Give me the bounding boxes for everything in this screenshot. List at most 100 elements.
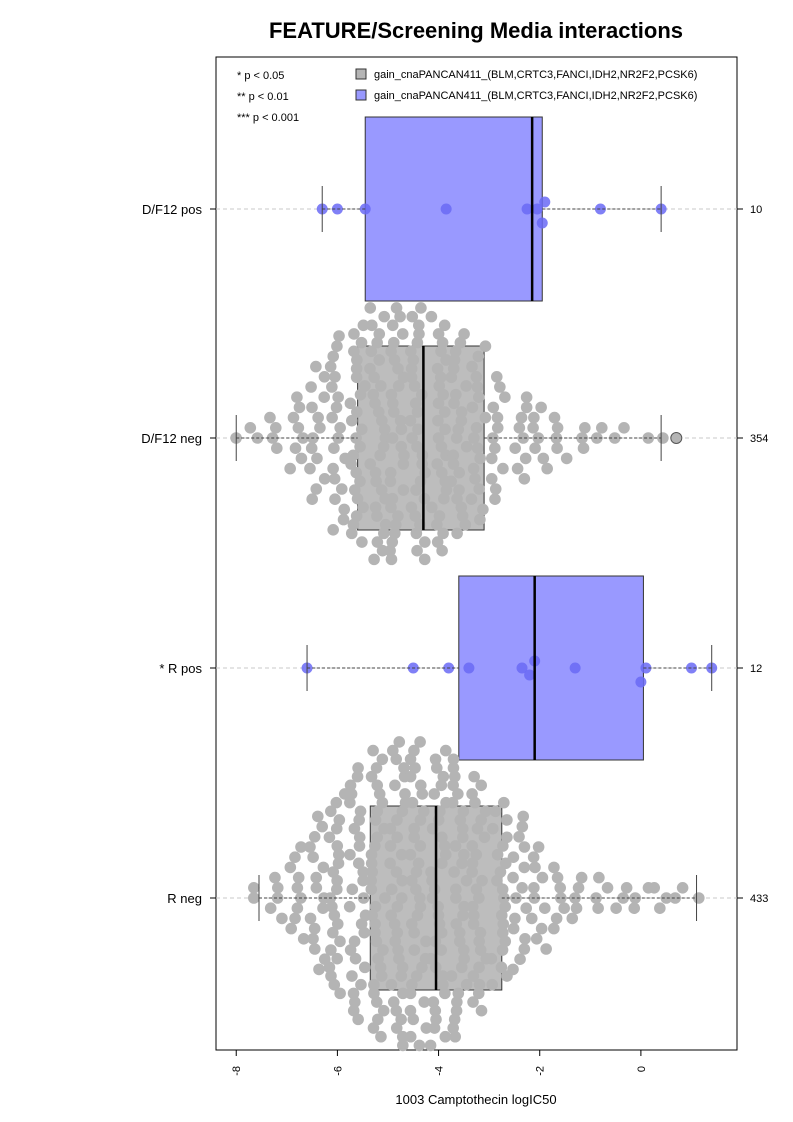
data-point — [364, 458, 377, 470]
data-point — [412, 857, 425, 870]
data-point — [398, 762, 410, 774]
data-point — [353, 840, 366, 852]
data-point — [491, 848, 504, 861]
data-point — [348, 328, 360, 340]
group-count: 10 — [750, 204, 762, 216]
data-point — [453, 935, 466, 948]
data-point — [397, 484, 410, 496]
data-point — [473, 483, 485, 495]
data-point — [439, 744, 452, 757]
data-point — [333, 814, 346, 826]
data-point — [365, 883, 378, 896]
data-point — [430, 1013, 442, 1026]
data-point — [519, 933, 531, 945]
data-point — [516, 820, 529, 833]
data-point — [450, 883, 462, 896]
data-point — [349, 996, 361, 1008]
data-point — [519, 452, 532, 465]
data-point — [601, 882, 614, 894]
data-point — [335, 483, 348, 495]
data-point — [473, 961, 485, 974]
data-point — [369, 397, 381, 410]
data-point — [353, 814, 365, 826]
data-point — [496, 944, 509, 956]
data-point — [405, 874, 418, 887]
data-point — [470, 883, 483, 896]
data-point — [344, 796, 356, 809]
data-point — [413, 328, 425, 340]
data-point — [289, 851, 301, 863]
data-point — [395, 1013, 407, 1026]
data-point — [390, 1004, 403, 1017]
data-point — [308, 922, 321, 935]
data-point — [338, 503, 351, 516]
data-point — [518, 943, 531, 955]
data-point — [440, 203, 452, 215]
data-point — [355, 423, 368, 436]
data-point — [345, 788, 358, 800]
data-point — [438, 319, 451, 332]
data-point — [385, 553, 398, 566]
data-point — [450, 432, 463, 444]
group-count: 354 — [750, 433, 768, 445]
data-point — [494, 381, 506, 393]
data-point — [530, 933, 543, 945]
data-point — [348, 822, 361, 835]
data-point — [264, 411, 276, 424]
data-point — [345, 458, 357, 470]
data-point — [425, 501, 438, 514]
data-point — [510, 892, 522, 904]
data-point — [477, 503, 489, 516]
data-point — [495, 961, 508, 974]
data-point — [437, 770, 450, 783]
data-point — [332, 848, 345, 861]
data-point — [292, 422, 305, 434]
data-point — [291, 882, 304, 894]
data-point — [560, 452, 573, 465]
data-point — [433, 380, 446, 392]
data-point — [318, 391, 330, 404]
data-point — [532, 432, 545, 444]
x-tick-label: -6 — [332, 1066, 344, 1076]
data-point — [535, 922, 548, 935]
data-point — [409, 510, 421, 522]
data-point — [489, 442, 501, 455]
data-point — [308, 943, 321, 955]
data-point — [384, 544, 396, 557]
data-point — [395, 423, 408, 436]
data-point — [311, 452, 323, 465]
legend-label: gain_cnaPANCAN411_(BLM,CRTC3,FANCI,IDH2,… — [374, 69, 697, 81]
data-point — [407, 1013, 420, 1026]
data-point — [326, 411, 338, 424]
data-point — [395, 848, 408, 861]
data-point — [386, 432, 399, 444]
data-point — [392, 380, 405, 392]
data-point — [404, 987, 417, 1000]
data-point — [447, 762, 460, 774]
data-point — [428, 1022, 441, 1034]
data-point — [497, 918, 510, 930]
data-point — [551, 422, 564, 434]
data-point — [412, 319, 425, 332]
data-point — [337, 513, 350, 526]
data-point — [390, 1022, 403, 1034]
data-point — [460, 978, 473, 991]
data-point — [485, 952, 498, 965]
data-point — [620, 882, 633, 894]
data-point — [367, 1022, 380, 1034]
data-point — [408, 744, 420, 757]
data-point — [334, 987, 346, 1000]
data-point — [489, 483, 502, 495]
data-point — [472, 987, 485, 1000]
data-point — [427, 996, 440, 1008]
data-point — [435, 440, 448, 453]
data-point — [387, 744, 399, 757]
data-point — [554, 882, 567, 894]
data-point — [447, 458, 460, 470]
data-point — [466, 401, 479, 414]
data-point — [334, 935, 346, 948]
data-point — [346, 883, 359, 896]
data-point — [347, 987, 360, 1000]
data-point — [405, 501, 418, 514]
